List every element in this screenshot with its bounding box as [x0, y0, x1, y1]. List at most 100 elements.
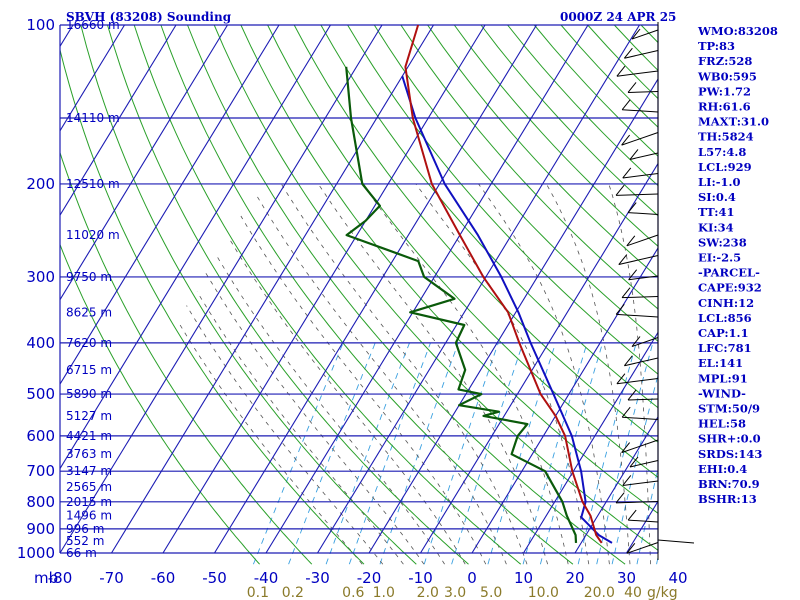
height-label: 1496 m [66, 509, 112, 523]
wind-barb [622, 416, 659, 420]
wind-barb [622, 173, 659, 179]
wind-barb [628, 212, 659, 215]
wind-barb-flag [629, 456, 639, 468]
isobar-grid [59, 24, 659, 554]
index-value: LCL:856 [698, 311, 752, 325]
height-label: 16660 m [66, 18, 120, 32]
dry-adiabat [213, 24, 658, 551]
pressure-tick-label: 800 [26, 493, 55, 511]
isotherm-line [523, 331, 658, 554]
index-value: SHR+:0.0 [698, 432, 761, 446]
index-value: LI:-1.0 [698, 175, 741, 189]
valid-time: 0000Z 24 APR 25 [560, 10, 676, 24]
mixing-ratio-label: 0.1 [247, 585, 269, 600]
isotherm-line [162, 24, 486, 554]
wind-barb [629, 152, 659, 160]
wind-barb [622, 480, 659, 486]
index-value: EHI:0.4 [698, 462, 747, 476]
dry-adiabat [80, 24, 417, 565]
pressure-tick-label: 500 [26, 385, 55, 403]
pressure-tick-label: 100 [26, 16, 55, 34]
isotherm-line [214, 24, 537, 554]
isotherm-line [574, 415, 658, 554]
index-value: -PARCEL- [698, 266, 760, 280]
temperature-tick-label: 30 [617, 569, 636, 587]
wind-barb-flag [615, 185, 625, 196]
mixing-ratio-line [325, 342, 410, 565]
temperature-tick-label: -40 [254, 569, 279, 587]
parcel-trace [401, 75, 613, 544]
height-label: 7620 m [66, 336, 112, 350]
mixing-ratio-line [252, 342, 344, 565]
isotherm-line [471, 246, 658, 554]
pressure-unit-label: mb [34, 569, 58, 587]
wind-barb [628, 91, 659, 93]
index-value: CINH:12 [698, 296, 754, 310]
index-value: EL:141 [698, 356, 743, 370]
height-label: 3147 m [66, 464, 112, 478]
isotherm-line [60, 24, 331, 470]
mixing-ratio-line [423, 342, 499, 565]
pressure-tick-label: 200 [26, 175, 55, 193]
mixing-ratio-line [611, 373, 658, 565]
index-value: RH:61.6 [698, 100, 751, 114]
isotherm-line [317, 24, 640, 554]
index-value: CAP:1.1 [698, 326, 749, 340]
moist-adiabat [608, 183, 651, 565]
index-value: LFC:781 [698, 341, 752, 355]
index-value: FRZ:528 [698, 54, 752, 68]
wind-barb [624, 357, 659, 367]
height-label: 9750 m [66, 270, 112, 284]
height-label: 8625 m [66, 305, 112, 319]
wind-barb [631, 29, 659, 40]
wind-barb [616, 313, 659, 318]
pressure-tick-label: 700 [26, 462, 55, 480]
wind-barb-flag [631, 28, 641, 40]
isotherm-line [111, 24, 434, 554]
dry-adiabat-lines [60, 24, 658, 565]
mixing-ratio-line [539, 342, 604, 565]
mixing-ratio-label: 5.0 [480, 585, 502, 600]
wind-barb [621, 439, 659, 454]
height-label: 5890 m [66, 387, 112, 401]
dry-adiabat [293, 24, 658, 443]
index-value: KI:34 [698, 220, 734, 234]
wind-barb-flag [624, 355, 633, 367]
index-value: CAPE:932 [698, 281, 762, 295]
height-label: 4421 m [66, 429, 112, 443]
isotherm-line [265, 24, 589, 554]
index-value: PW:1.72 [698, 84, 751, 98]
pressure-tick-label: 400 [26, 334, 55, 352]
height-label: 5127 m [66, 409, 112, 423]
mixing-ratio-label: 10.0 [528, 585, 559, 600]
temperature-tick-label: 10 [514, 569, 533, 587]
isotherm-line [60, 24, 280, 386]
mixing-ratio-label: 40 [624, 585, 642, 600]
wind-barb [622, 296, 659, 299]
moist-adiabat [546, 183, 631, 565]
wind-barb-flag [621, 442, 631, 453]
wind-barbs [615, 22, 695, 560]
index-value: LCL:929 [698, 160, 752, 174]
moist-adiabat [240, 215, 487, 565]
index-value: HEL:58 [698, 417, 746, 431]
mixing-ratio-line [577, 342, 637, 565]
index-value: MPL:91 [698, 371, 748, 385]
moist-adiabat [177, 321, 363, 565]
dry-adiabat [320, 24, 658, 409]
index-value: TH:5824 [698, 130, 754, 144]
wind-barb-flag [622, 167, 632, 179]
index-value: TT:41 [698, 205, 735, 219]
wind-barb [616, 378, 659, 385]
wind-barb-flag [631, 336, 641, 347]
isotherm-line [420, 162, 658, 554]
wind-barb [628, 275, 659, 281]
isotherm-line [60, 24, 383, 554]
wind-barb [618, 255, 659, 266]
wind-barb-flag [621, 99, 631, 111]
dry-adiabat [133, 24, 522, 565]
index-value: SW:238 [698, 235, 747, 249]
index-value: SI:0.4 [698, 190, 736, 204]
